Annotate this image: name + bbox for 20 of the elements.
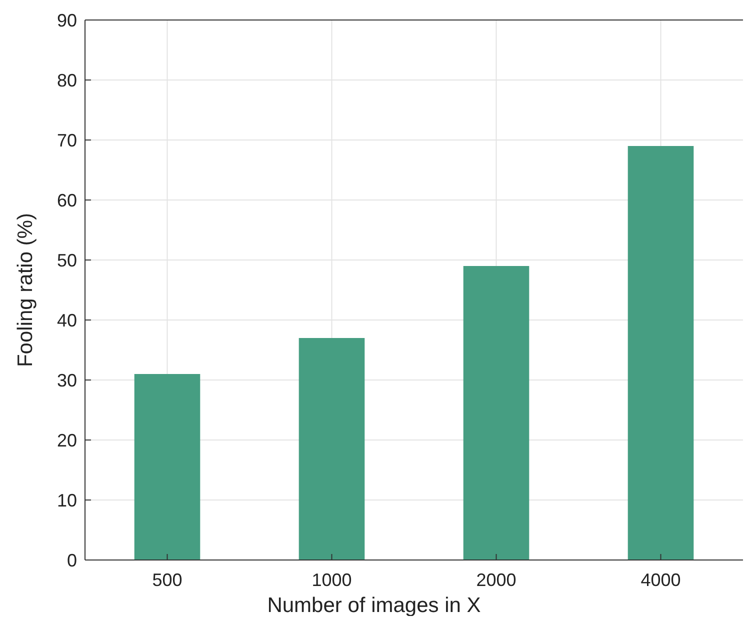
- bar: [134, 374, 200, 560]
- bar: [463, 266, 530, 560]
- y-tick-label: 70: [56, 130, 77, 150]
- bar: [628, 146, 694, 560]
- x-tick-label: 1000: [312, 570, 352, 590]
- x-tick-label: 2000: [476, 570, 516, 590]
- y-tick-label: 10: [56, 490, 77, 510]
- y-tick-label: 20: [56, 430, 77, 450]
- y-tick-label: 90: [56, 10, 77, 30]
- y-axis-title: Fooling ratio (%): [14, 212, 37, 368]
- x-axis-title: Number of images in X: [267, 594, 481, 617]
- x-tick-label: 500: [152, 570, 182, 590]
- y-tick-label: 30: [56, 370, 77, 390]
- y-tick-label: 50: [56, 250, 77, 270]
- y-tick-label: 0: [66, 550, 77, 570]
- bar: [298, 338, 365, 560]
- y-tick-label: 40: [56, 310, 77, 330]
- y-tick-label: 80: [56, 70, 77, 90]
- y-tick-label: 60: [56, 190, 77, 210]
- x-tick-label: 4000: [640, 570, 681, 590]
